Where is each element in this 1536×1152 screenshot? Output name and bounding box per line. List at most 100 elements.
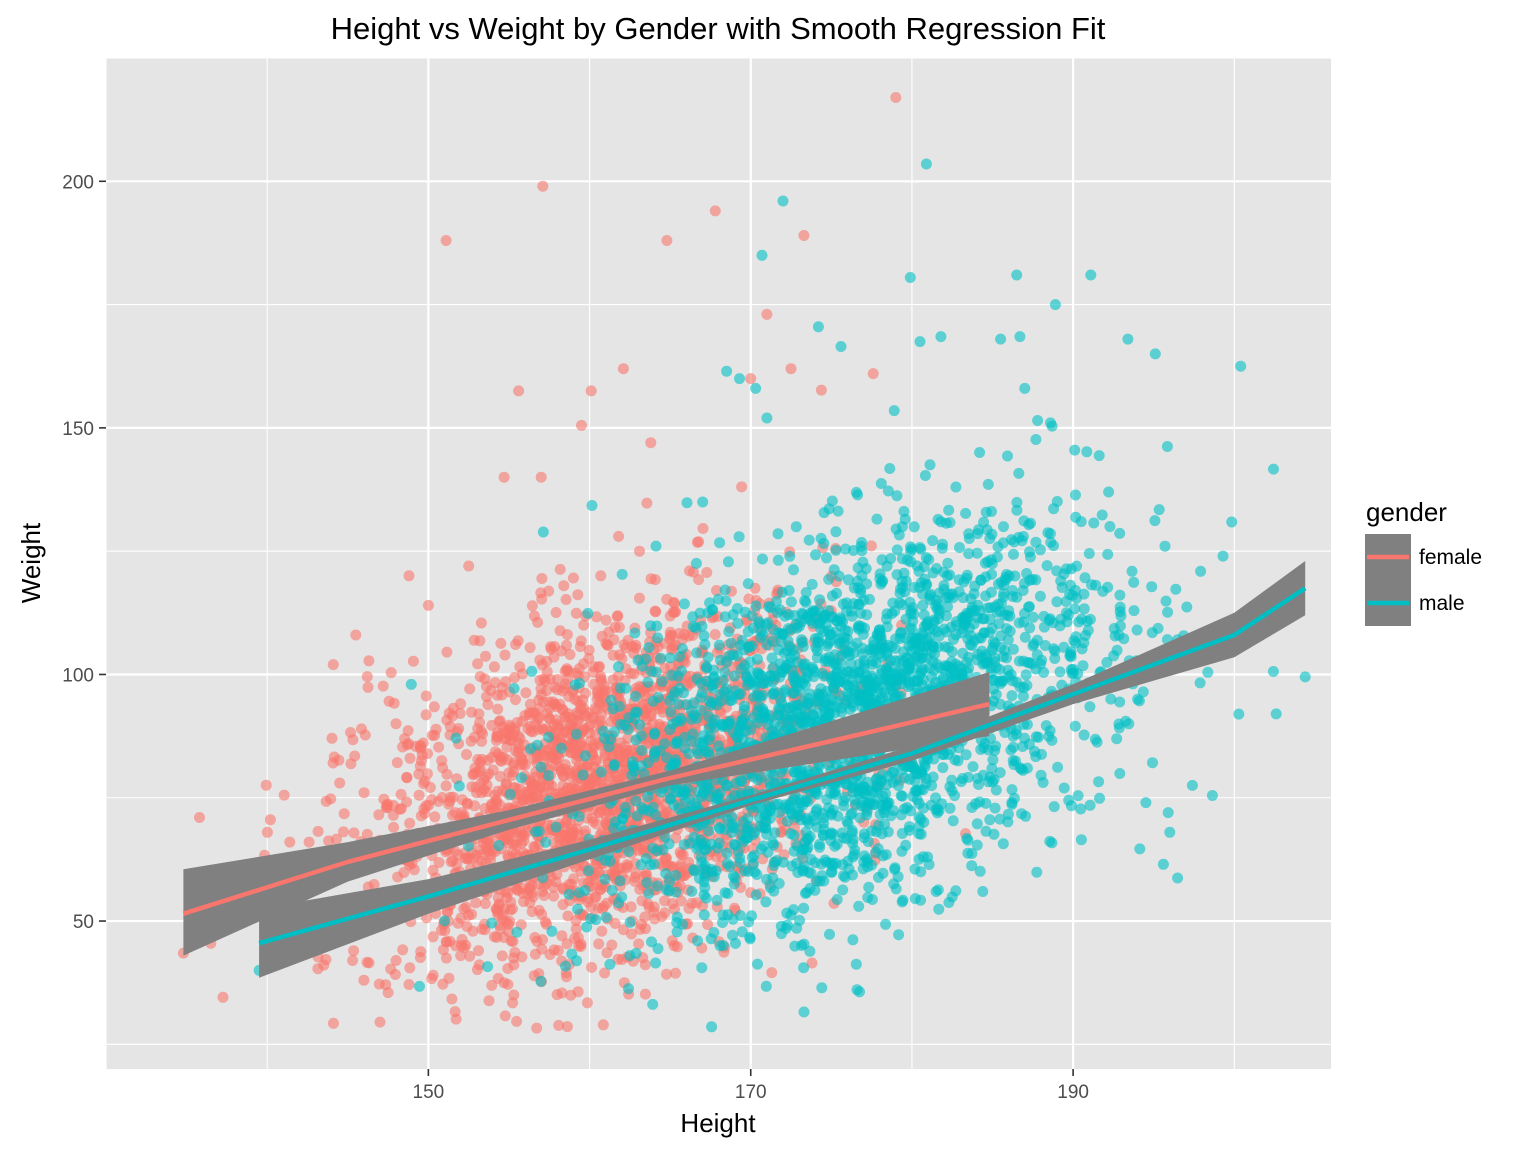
- male-point: [627, 760, 639, 771]
- female-point: [560, 678, 572, 690]
- male-point: [729, 872, 741, 884]
- male-point: [1102, 548, 1114, 560]
- female-point: [709, 629, 721, 640]
- female-point: [415, 740, 426, 751]
- female-point: [558, 580, 570, 592]
- male-point: [453, 780, 465, 792]
- male-point: [975, 574, 987, 586]
- male-point: [573, 811, 585, 822]
- male-point: [803, 534, 815, 546]
- female-point: [511, 1015, 523, 1027]
- female-point: [374, 1016, 386, 1028]
- male-point: [809, 666, 821, 678]
- male-point: [1011, 676, 1023, 688]
- male-point: [772, 709, 784, 721]
- female-point: [639, 988, 651, 1000]
- male-point: [704, 783, 716, 795]
- male-point: [818, 612, 830, 624]
- male-point: [802, 795, 814, 807]
- male-point: [843, 574, 854, 586]
- male-point: [605, 694, 617, 706]
- female-point: [639, 911, 651, 923]
- female-point: [498, 471, 510, 483]
- female-point: [532, 616, 544, 628]
- female-point: [488, 661, 500, 673]
- male-point: [1233, 708, 1245, 720]
- male-point: [1089, 733, 1101, 745]
- male-point: [933, 641, 944, 653]
- female-point: [413, 789, 425, 801]
- female-point: [517, 754, 529, 766]
- male-point: [1114, 589, 1126, 601]
- male-point: [697, 496, 709, 508]
- male-point: [616, 812, 628, 824]
- female-point: [524, 897, 536, 909]
- female-point: [661, 235, 673, 246]
- male-point: [823, 802, 835, 814]
- female-point: [559, 829, 571, 841]
- female-point: [642, 898, 654, 910]
- male-point: [896, 521, 908, 533]
- male-point: [613, 661, 624, 673]
- male-point: [855, 621, 867, 633]
- male-point: [1028, 638, 1040, 650]
- female-point: [585, 385, 597, 397]
- female-point: [579, 710, 591, 722]
- male-point: [493, 840, 505, 852]
- male-point: [698, 909, 710, 921]
- female-point: [591, 611, 602, 623]
- male-point: [486, 917, 498, 929]
- male-point: [516, 772, 528, 784]
- female-point: [586, 773, 598, 785]
- male-point: [852, 562, 864, 574]
- male-point: [1194, 677, 1206, 689]
- male-point: [608, 760, 620, 772]
- male-point: [900, 839, 912, 851]
- female-point: [512, 635, 524, 647]
- male-point: [798, 659, 809, 671]
- female-point: [511, 717, 523, 728]
- female-point: [525, 783, 537, 794]
- female-point: [418, 778, 430, 790]
- male-point: [650, 666, 662, 678]
- male-point: [818, 817, 830, 829]
- male-point: [896, 790, 908, 802]
- male-point: [932, 513, 944, 525]
- male-point: [986, 528, 998, 540]
- female-point: [541, 666, 553, 678]
- female-point: [494, 771, 506, 782]
- male-point: [642, 757, 654, 769]
- male-point: [1002, 610, 1013, 621]
- female-point: [543, 585, 555, 597]
- female-point: [683, 630, 695, 642]
- male-point: [643, 805, 655, 817]
- male-point: [595, 766, 607, 778]
- male-point: [915, 543, 927, 555]
- male-point: [540, 836, 552, 848]
- male-point: [727, 726, 739, 738]
- male-point: [641, 877, 653, 889]
- female-point: [578, 619, 590, 631]
- male-point: [957, 647, 969, 659]
- male-point: [1088, 517, 1100, 529]
- male-point: [530, 826, 542, 838]
- female-point: [499, 649, 511, 661]
- male-point: [579, 750, 591, 762]
- male-point: [1063, 794, 1075, 806]
- male-point: [1137, 686, 1149, 698]
- female-point: [671, 941, 683, 953]
- female-point: [516, 951, 528, 963]
- male-point: [1014, 762, 1026, 774]
- male-point: [788, 829, 800, 841]
- male-point: [1032, 415, 1044, 426]
- male-point: [665, 706, 677, 718]
- female-point: [508, 952, 520, 964]
- male-point: [1114, 620, 1126, 632]
- male-point: [482, 961, 494, 973]
- female-point: [659, 895, 671, 907]
- male-point: [1031, 866, 1043, 878]
- male-point: [1078, 729, 1090, 741]
- female-point: [472, 658, 484, 670]
- male-point: [938, 580, 950, 591]
- male-point: [1044, 528, 1056, 540]
